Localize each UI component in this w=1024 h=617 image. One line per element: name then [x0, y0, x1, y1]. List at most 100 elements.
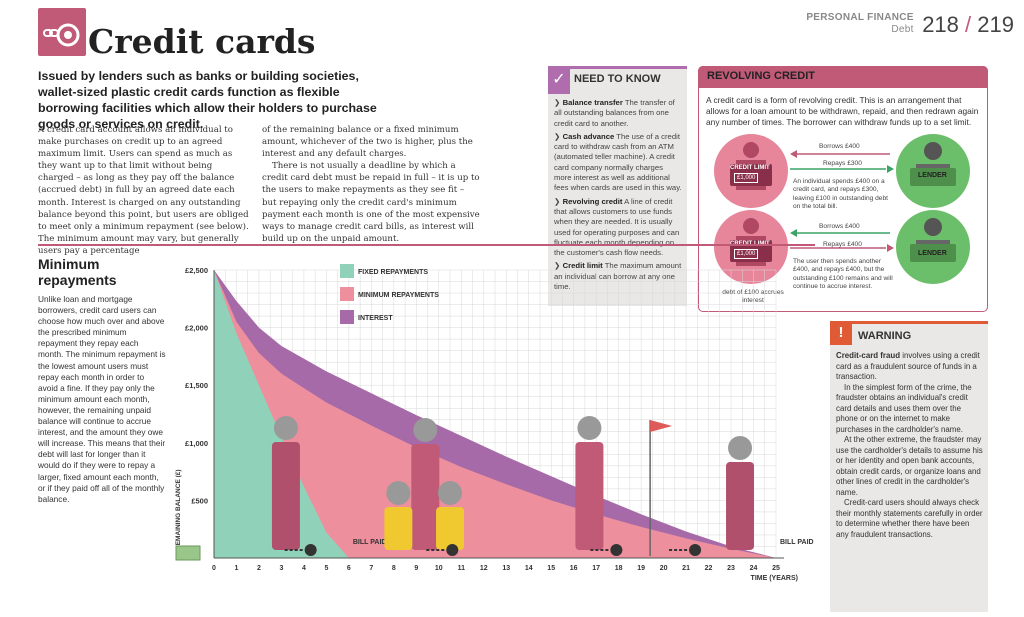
warning-paragraph: Credit-card fraud involves using a credi… — [836, 351, 980, 381]
x-tick-label: 10 — [435, 565, 443, 572]
adult-figure-head — [413, 418, 438, 442]
child-figure-head — [386, 481, 411, 505]
body-paragraph: of the remaining balance or a fixed mini… — [262, 125, 473, 160]
body-column-2: of the remaining balance or a fixed mini… — [262, 124, 480, 245]
x-tick-label: 14 — [525, 565, 533, 572]
section-text: Unlike loan and mortgage borrowers, cred… — [38, 294, 166, 504]
golfer-figure-head — [577, 416, 602, 440]
lender-circle — [896, 210, 970, 284]
x-tick-label: 17 — [592, 565, 600, 572]
warning-box — [830, 321, 988, 612]
need-to-know-header: ✓ NEED TO KNOW — [548, 66, 687, 94]
x-tick-label: 25 — [772, 565, 780, 572]
y-tick-label: £1,500 — [185, 381, 208, 390]
x-tick-label: 20 — [660, 565, 668, 572]
ball-and-chain-icon — [610, 544, 623, 556]
need-to-know-title: NEED TO KNOW — [574, 73, 661, 85]
x-axis-label: TIME (YEARS) — [751, 575, 798, 582]
card-amount: £1,000 — [734, 173, 759, 184]
debt-note: debt of £100 accrues interest — [722, 289, 784, 305]
legend-swatch — [340, 264, 354, 278]
x-tick-label: 19 — [637, 565, 645, 572]
divider — [852, 321, 988, 324]
flag-icon — [650, 420, 673, 432]
legend-swatch — [340, 287, 354, 301]
bill-paid-label: BILL PAID — [353, 539, 387, 546]
lender-label: LENDER — [918, 250, 947, 257]
need-to-know-list: ❯ Balance transfer The transfer of all o… — [554, 98, 682, 295]
arrow-head — [887, 244, 894, 252]
section-rule — [38, 244, 815, 246]
card-label: CREDIT LIMIT — [730, 165, 770, 171]
repayment-chart: £500 £1,000 £1,500 £2,000 £2,500 0 1 2 3 4 5 6 7 8 9 10… — [170, 250, 830, 612]
need-to-know-box — [548, 66, 687, 306]
elderly-figure-head — [728, 436, 753, 460]
strong-person-figure-head — [273, 416, 298, 440]
row1-note: An individual spends £400 on a credit ca… — [793, 178, 888, 211]
warning-paragraph: In the simplest form of the crime, the f… — [836, 382, 972, 434]
x-tick-label: 12 — [480, 565, 488, 572]
divider — [570, 66, 687, 69]
warning-title: WARNING — [858, 330, 912, 342]
x-tick-label: 23 — [727, 565, 735, 572]
x-tick-label: 22 — [705, 565, 713, 572]
series-area-minimum-repayments — [214, 270, 776, 558]
warning-paragraph: At the other extreme, the fraudster may … — [836, 435, 983, 497]
strong-person-figure-body — [271, 442, 300, 550]
child-figure-head — [438, 481, 463, 505]
y-tick-label: £2,500 — [185, 266, 208, 275]
intro-text: Issued by lenders such as banks or build… — [38, 69, 377, 131]
x-tick-label: 15 — [547, 565, 555, 572]
adult-figure-body — [411, 444, 440, 550]
series-area-fixed-repayments — [214, 270, 349, 558]
list-item: ❯ Revolving credit A line of credit that… — [554, 196, 680, 258]
card-amount: £1,000 — [734, 249, 759, 260]
x-tick-label: 9 — [414, 565, 418, 572]
legend-label: FIXED REPAYMENTS — [358, 269, 428, 276]
y-tick-label: £1,000 — [185, 439, 208, 448]
body-paragraph: There is not usually a deadline by which… — [262, 161, 480, 244]
revolving-credit-title: REVOLVING CREDIT — [707, 70, 815, 82]
child-figure-body — [384, 507, 413, 550]
x-tick-label: 5 — [324, 565, 328, 572]
lender-circle — [896, 134, 970, 208]
x-tick-label: 11 — [458, 565, 466, 572]
chain-icon — [38, 8, 86, 56]
borrower-circle — [714, 134, 788, 208]
x-tick-label: 21 — [682, 565, 690, 572]
x-tick-label: 0 — [212, 565, 216, 572]
lender-icon — [910, 142, 956, 186]
x-tick-label: 8 — [392, 565, 396, 572]
exclamation-icon: ! — [830, 321, 852, 345]
flow-arrows — [790, 229, 894, 252]
x-tick-label: 16 — [570, 565, 578, 572]
arrow-head — [887, 165, 894, 173]
ball-and-chain-icon — [304, 544, 317, 556]
section-label: PERSONAL FINANCE Debt — [806, 12, 914, 35]
x-tick-label: 13 — [502, 565, 510, 572]
list-item: ❯ Cash advance The use of a credit card … — [554, 131, 682, 193]
x-tick-label: 4 — [302, 565, 306, 572]
list-item: ❯ Balance transfer The transfer of all o… — [554, 98, 675, 128]
banknote-icon — [175, 545, 201, 561]
y-tick-label: £2,000 — [185, 324, 208, 333]
legend-swatch — [340, 310, 354, 324]
x-tick-label: 1 — [235, 565, 239, 572]
subsection-label: Debt — [891, 24, 914, 35]
borrows-label: Borrows £400 — [819, 223, 860, 230]
x-tick-label: 24 — [750, 565, 758, 572]
revolving-credit-desc: A credit card is a form of revolving cre… — [706, 95, 979, 127]
arrow-head — [790, 229, 797, 237]
ball-and-chain-icon — [446, 544, 459, 556]
golfer-figure-body — [575, 442, 604, 550]
bill-paid-label: BILL PAID — [780, 539, 814, 546]
y-tick-label: £500 — [191, 496, 208, 505]
elderly-figure-body — [726, 462, 755, 550]
x-tick-label: 18 — [615, 565, 623, 572]
ball-and-chain-icon — [689, 544, 702, 556]
warning-paragraph: Credit-card users should always check th… — [836, 498, 983, 539]
x-tick-label: 2 — [257, 565, 261, 572]
page-header: PERSONAL FINANCE Debt 218 / 219 — [806, 12, 1014, 38]
warning-text: Credit-card fraud involves using a credi… — [836, 351, 984, 540]
